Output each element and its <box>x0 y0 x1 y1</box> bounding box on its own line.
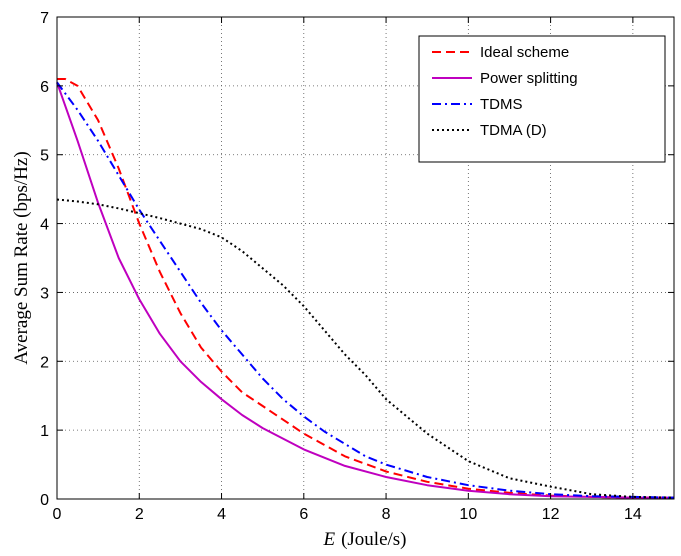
legend: Ideal scheme Power splitting TDMS TDMA (D) <box>418 35 666 163</box>
x-tick-label: 10 <box>459 506 477 523</box>
y-tick-label: 7 <box>40 10 49 27</box>
series-line-0 <box>57 78 674 499</box>
x-tick-label: 8 <box>382 506 391 523</box>
y-tick-label: 4 <box>40 217 49 234</box>
grid-lines <box>57 17 674 499</box>
x-axis-label: E (Joule/s) <box>322 529 406 550</box>
y-axis-label: Average Sum Rate (bps/Hz) <box>11 151 32 364</box>
y-tick-label: 5 <box>40 148 49 165</box>
y-tick-label: 3 <box>40 285 49 302</box>
legend-label-1: Power splitting <box>480 70 578 87</box>
y-tick-label: 1 <box>40 423 49 440</box>
x-tick-label: 12 <box>542 506 560 523</box>
x-axis-unit: (Joule/s) <box>341 529 406 550</box>
x-tick-label: 0 <box>53 506 62 523</box>
plot-frame <box>56 16 675 500</box>
legend-label-3: TDMA (D) <box>480 122 547 139</box>
series-line-3 <box>56 198 675 499</box>
series-lines <box>56 78 675 499</box>
x-tick-label: 4 <box>217 506 226 523</box>
legend-label-2: TDMS <box>480 96 523 113</box>
series-line-1 <box>56 82 674 499</box>
y-tick-label: 2 <box>40 354 49 371</box>
series-line-2 <box>56 81 675 499</box>
x-tick-label: 2 <box>135 506 144 523</box>
x-tick-label: 6 <box>299 506 308 523</box>
y-tick-label: 0 <box>40 492 49 509</box>
x-tick-label: 14 <box>624 506 642 523</box>
x-axis-variable: E <box>322 529 335 550</box>
legend-box <box>418 35 666 163</box>
y-tick-label: 6 <box>40 79 49 96</box>
legend-label-0: Ideal scheme <box>480 44 569 61</box>
